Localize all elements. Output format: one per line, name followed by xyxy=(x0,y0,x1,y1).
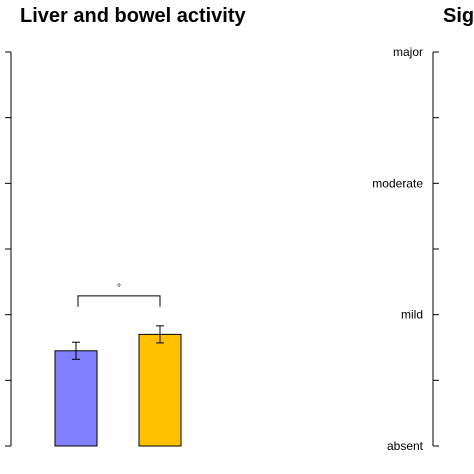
right-tick-label: absent xyxy=(387,439,424,453)
left-y-axis xyxy=(5,51,12,447)
right-chart-panel: Sig absent mild moderate major xyxy=(372,5,474,453)
significance-bracket: ° xyxy=(77,283,161,307)
left-chart-panel: Liver and bowel activity ° xyxy=(5,5,247,447)
left-bars-group xyxy=(54,325,182,447)
bar xyxy=(54,350,98,447)
right-tick-label: mild xyxy=(401,308,423,322)
right-tick-label: moderate xyxy=(372,176,423,190)
significance-label: ° xyxy=(117,283,121,294)
right-tick-label: major xyxy=(393,45,423,59)
significance-line xyxy=(77,295,161,307)
left-chart-title: Liver and bowel activity xyxy=(20,5,247,27)
bar xyxy=(138,333,182,447)
right-y-axis: absent mild moderate major xyxy=(372,45,439,453)
right-chart-title: Sig xyxy=(443,5,474,27)
